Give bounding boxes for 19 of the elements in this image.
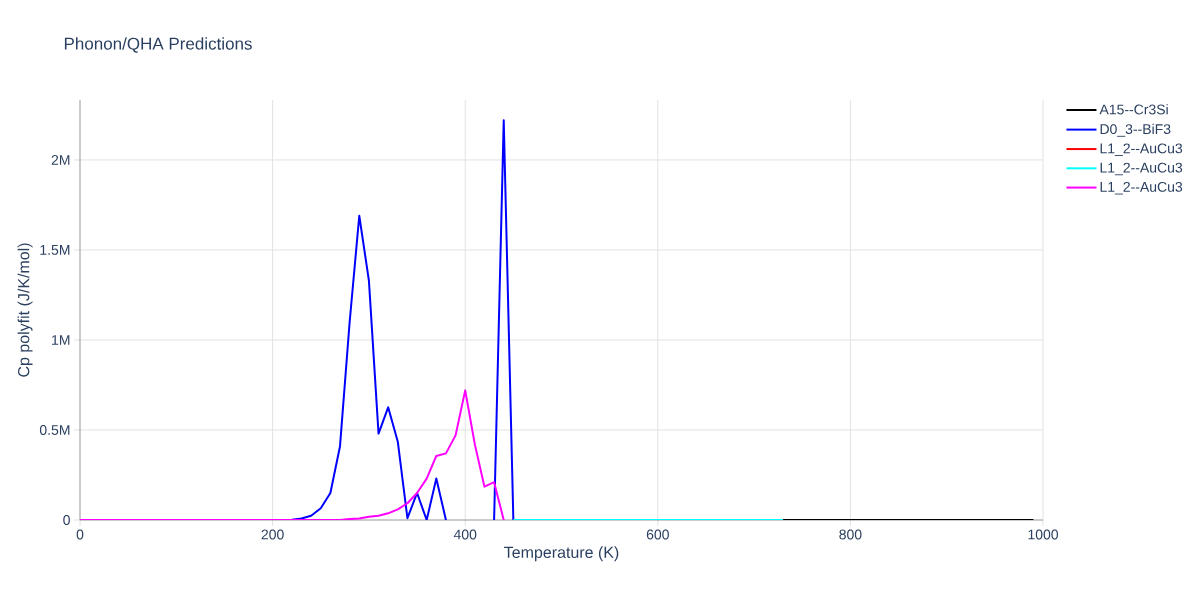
legend-label: L1_2--AuCu3 bbox=[1100, 162, 1183, 176]
x-tick-label: 200 bbox=[261, 529, 284, 540]
x-tick-label: 800 bbox=[839, 529, 862, 540]
y-tick-label: 2M bbox=[51, 155, 70, 165]
legend-label: L1_2--AuCu3 bbox=[1100, 143, 1183, 156]
y-tick-label: 0.5M bbox=[39, 425, 70, 435]
x-tick-label: 600 bbox=[646, 529, 669, 540]
chart-title: Phonon/QHA Predictions bbox=[64, 37, 252, 53]
y-tick-label: 1M bbox=[52, 335, 70, 345]
x-tick-label: 1000 bbox=[1028, 529, 1059, 540]
legend-label: L1_2--AuCu3 bbox=[1100, 181, 1183, 195]
x-tick-label: 400 bbox=[453, 529, 477, 540]
y-tick-label: 1.5M bbox=[40, 245, 70, 255]
y-tick-label: 0 bbox=[63, 515, 70, 525]
legend-label: D0_3--BiF3 bbox=[1100, 123, 1171, 137]
legend-label: A15--Cr3Si bbox=[1099, 104, 1168, 115]
x-tick-label: 0 bbox=[76, 529, 84, 540]
y-axis-title: Cp polyfit (J/K/mol) bbox=[17, 243, 33, 377]
x-axis-title: Temperature (K) bbox=[504, 546, 619, 562]
